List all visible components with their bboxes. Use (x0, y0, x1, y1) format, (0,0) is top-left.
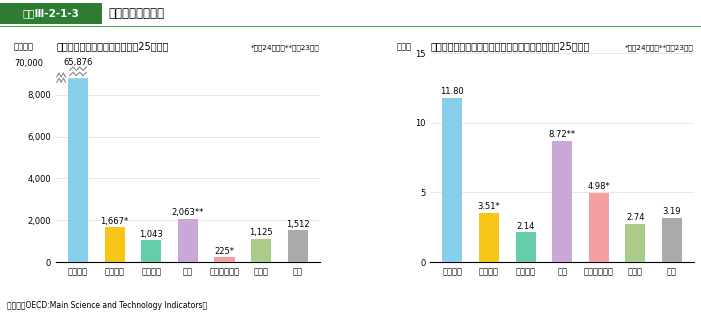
Text: *平成24年度　**平成23年度: *平成24年度 **平成23年度 (251, 44, 320, 51)
Bar (479, 213, 499, 262)
Text: 70,000: 70,000 (14, 59, 43, 68)
FancyBboxPatch shape (0, 2, 102, 24)
Bar (552, 141, 572, 262)
Text: 主要国の国防研究開発費（平成25年度）: 主要国の国防研究開発費（平成25年度） (56, 41, 168, 51)
Bar (662, 218, 682, 262)
Bar (141, 240, 161, 262)
Text: （億円）: （億円） (14, 42, 34, 51)
Text: 2.74: 2.74 (626, 213, 645, 222)
Bar (178, 219, 198, 262)
Text: 出展：『OECD:Main Science and Technology Indicators』: 出展：『OECD:Main Science and Technology Ind… (7, 301, 207, 310)
Text: 225*: 225* (215, 247, 235, 256)
Text: 65,876: 65,876 (63, 58, 93, 67)
Text: 3.51*: 3.51* (477, 202, 501, 212)
Text: 3.19: 3.19 (662, 207, 681, 216)
Bar (215, 257, 235, 262)
Text: 研究開発費の現状: 研究開発費の現状 (109, 7, 165, 20)
Text: 図表Ⅲ-2-1-3: 図表Ⅲ-2-1-3 (22, 8, 79, 18)
Bar (442, 98, 463, 262)
Bar (625, 224, 646, 262)
Bar (589, 193, 609, 262)
Bar (68, 70, 88, 262)
Text: *平成24年度　**平成23年度: *平成24年度 **平成23年度 (625, 44, 694, 51)
Bar (515, 232, 536, 262)
Text: 2.14: 2.14 (517, 222, 535, 231)
Text: 2,063**: 2,063** (172, 208, 204, 217)
Text: 1,512: 1,512 (286, 220, 310, 229)
Text: 1,125: 1,125 (250, 228, 273, 237)
Text: 主要国の国防費に対する研究開発費の比率（平成25年度）: 主要国の国防費に対する研究開発費の比率（平成25年度） (430, 41, 590, 51)
Bar (251, 239, 271, 262)
Text: 8.72**: 8.72** (549, 130, 576, 139)
Text: 11.80: 11.80 (440, 87, 464, 96)
Text: （％）: （％） (396, 42, 411, 51)
Text: 4.98*: 4.98* (587, 182, 610, 191)
Bar (104, 227, 125, 262)
Text: 1,043: 1,043 (139, 230, 163, 239)
Bar (287, 231, 308, 262)
Text: 1,667*: 1,667* (100, 217, 129, 226)
